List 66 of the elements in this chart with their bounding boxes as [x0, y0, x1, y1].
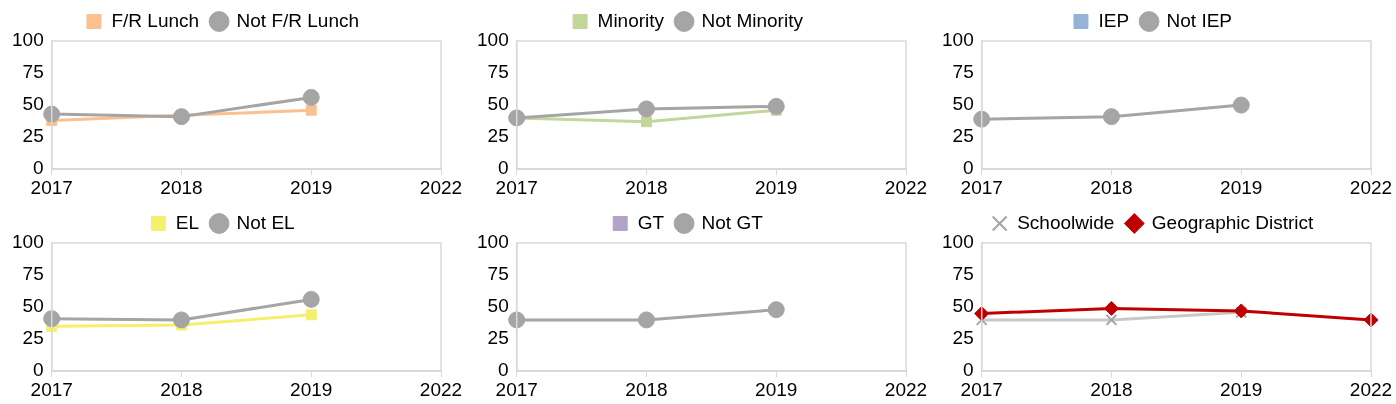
- y-tick-label: 50: [22, 93, 44, 115]
- y-tick-label: 100: [942, 29, 974, 51]
- legend-label: Schoolwide: [1017, 211, 1115, 233]
- y-tick-label: 0: [963, 359, 974, 381]
- legend-label: GT: [637, 211, 665, 233]
- legend-label: F/R Lunch: [111, 9, 200, 31]
- y-tick-label: 75: [487, 263, 509, 285]
- y-tick-label: 50: [22, 295, 44, 317]
- x-tick-label: 2018: [1090, 378, 1133, 400]
- y-tick-label: 75: [952, 61, 974, 83]
- y-tick-label: 75: [22, 263, 44, 285]
- x-tick-label: 2019: [290, 378, 333, 400]
- y-tick-label: 25: [952, 327, 974, 349]
- legend-label: Not IEP: [1166, 9, 1233, 31]
- x-tick-label: 2019: [290, 176, 333, 198]
- x-tick-label: 2019: [1220, 378, 1263, 400]
- x-tick-label: 2017: [960, 176, 1003, 198]
- y-tick-label: 100: [942, 231, 974, 253]
- x-tick-label: 2018: [160, 378, 203, 400]
- x-tick-label: 2018: [625, 176, 668, 198]
- x-tick-label: 2017: [30, 176, 73, 198]
- y-tick-label: 0: [498, 359, 509, 381]
- legend-label: EL: [175, 211, 200, 233]
- x-tick-label: 2019: [755, 176, 798, 198]
- y-tick-label: 100: [477, 29, 509, 51]
- legend-label: IEP: [1098, 9, 1130, 31]
- legend-label: Not F/R Lunch: [236, 9, 360, 31]
- y-tick-label: 25: [22, 125, 44, 147]
- legend-label: Not Minority: [701, 9, 804, 31]
- x-tick-label: 2022: [884, 378, 928, 400]
- legend-label: Geographic District: [1151, 211, 1315, 233]
- legend-label: Minority: [597, 9, 665, 31]
- x-tick-label: 2018: [625, 378, 668, 400]
- y-tick-label: 75: [22, 61, 44, 83]
- y-tick-label: 0: [33, 359, 44, 381]
- y-tick-label: 50: [952, 295, 974, 317]
- y-tick-label: 50: [487, 295, 509, 317]
- y-tick-label: 25: [487, 125, 509, 147]
- x-tick-label: 2022: [419, 378, 463, 400]
- x-tick-label: 2017: [30, 378, 73, 400]
- y-tick-label: 50: [487, 93, 509, 115]
- x-tick-label: 2022: [1349, 378, 1393, 400]
- y-tick-label: 0: [33, 157, 44, 179]
- y-tick-label: 0: [963, 157, 974, 179]
- y-tick-label: 25: [22, 327, 44, 349]
- x-tick-label: 2018: [160, 176, 203, 198]
- x-tick-label: 2017: [495, 176, 538, 198]
- y-tick-label: 100: [12, 29, 44, 51]
- x-tick-label: 2017: [960, 378, 1003, 400]
- x-tick-label: 2022: [884, 176, 928, 198]
- y-tick-label: 100: [477, 231, 509, 253]
- y-tick-label: 50: [952, 93, 974, 115]
- x-tick-label: 2019: [1220, 176, 1263, 198]
- x-tick-label: 2022: [419, 176, 463, 198]
- y-tick-label: 75: [952, 263, 974, 285]
- y-tick-label: 0: [498, 157, 509, 179]
- x-tick-label: 2017: [495, 378, 538, 400]
- y-tick-label: 25: [487, 327, 509, 349]
- legend-label: Not EL: [236, 211, 295, 233]
- y-tick-label: 25: [952, 125, 974, 147]
- y-tick-label: 100: [12, 231, 44, 253]
- x-tick-label: 2019: [755, 378, 798, 400]
- y-tick-label: 75: [487, 61, 509, 83]
- x-tick-label: 2018: [1090, 176, 1133, 198]
- legend-label: Not GT: [701, 211, 764, 233]
- x-tick-label: 2022: [1349, 176, 1393, 198]
